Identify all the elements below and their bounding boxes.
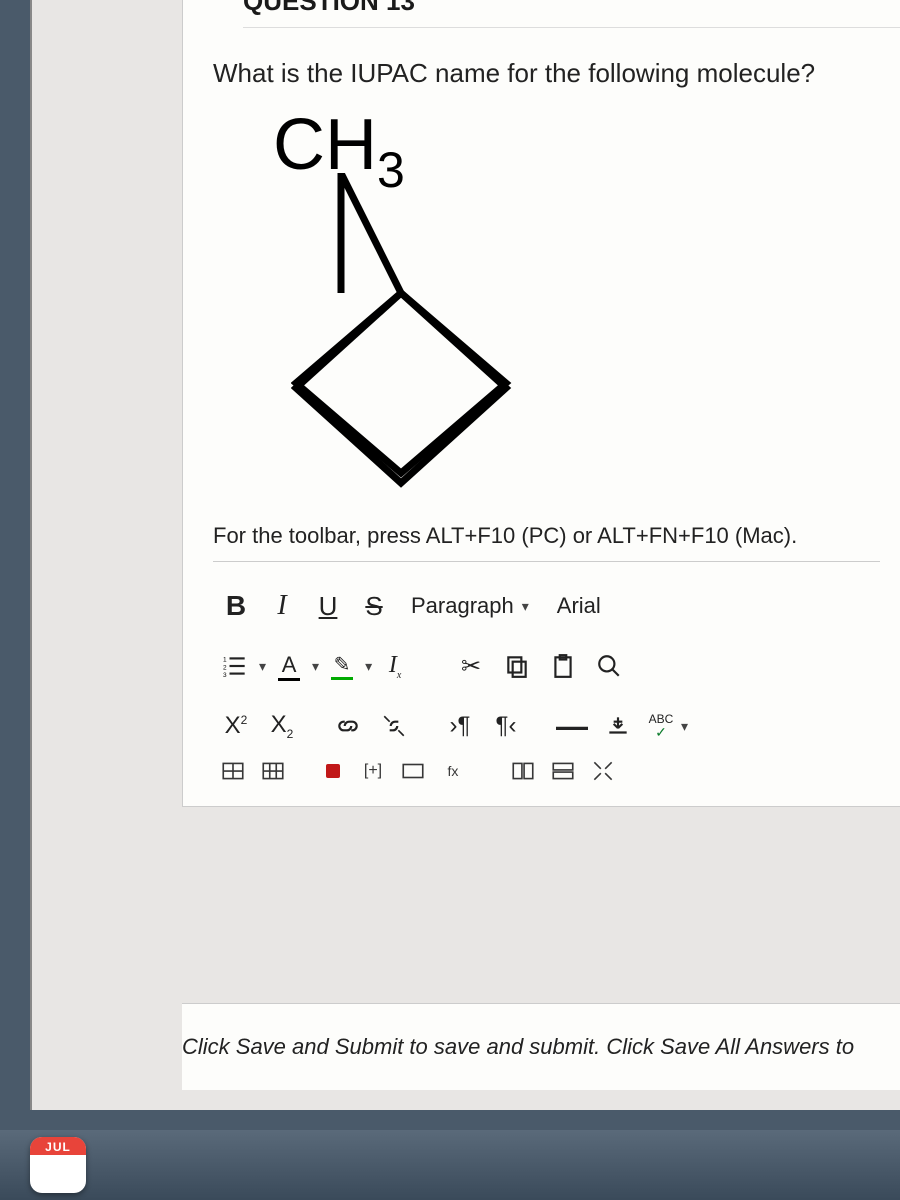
paste-button[interactable] [540, 644, 586, 688]
fx-icon: fx [448, 763, 459, 779]
block-format-dropdown[interactable]: Paragraph ▾ [397, 584, 543, 628]
toolbar-row-2: 123 ▾ A ▾ ✎ ▾ Ix [213, 636, 880, 696]
insert-line-button[interactable] [595, 704, 641, 748]
question-prompt: What is the IUPAC name for the following… [213, 58, 880, 89]
layout-2-button[interactable] [543, 756, 583, 786]
chevron-down-icon: ▾ [259, 658, 266, 675]
toolbar-row-4: [+] fx [213, 756, 880, 786]
table-icon [220, 758, 246, 784]
marker-icon: ✎ [334, 652, 351, 677]
numbered-list-button[interactable]: 123 [213, 644, 259, 688]
molecule-formula: CH3 [273, 109, 880, 181]
ltr-button[interactable]: ›¶ [437, 704, 483, 748]
unlink-button[interactable] [371, 704, 417, 748]
svg-text:3: 3 [223, 672, 227, 679]
chevron-down-icon: ▾ [681, 718, 688, 735]
search-button[interactable] [586, 644, 632, 688]
clear-formatting-button[interactable]: Ix [372, 644, 418, 688]
copy-button[interactable] [494, 644, 540, 688]
media-icon [400, 758, 426, 784]
chevron-down-icon: ▾ [312, 658, 319, 675]
strikethrough-button[interactable]: S [351, 584, 397, 628]
editor-toolbar: B I U S Paragraph ▾ Arial 123 [213, 576, 880, 786]
link-icon [335, 713, 361, 739]
numbered-list-icon: 123 [223, 653, 249, 679]
screen-area: QUESTION 13 What is the IUPAC name for t… [30, 0, 900, 1110]
font-color-label: A [282, 652, 297, 678]
formula-main: CH [273, 105, 377, 185]
rtl-button[interactable]: ¶‹ [483, 704, 529, 748]
layout-icon [550, 758, 576, 784]
calendar-month-label: JUL [30, 1137, 86, 1155]
spellcheck-button[interactable]: ABC ✓ [641, 704, 681, 748]
font-family-label: Arial [557, 593, 601, 619]
subscript-button[interactable]: X2 [259, 704, 305, 748]
formula-subscript: 3 [377, 142, 405, 198]
clear-format-icon: Ix [389, 652, 401, 681]
molecule-diagram [291, 173, 531, 493]
toolbar-row-1: B I U S Paragraph ▾ Arial [213, 576, 880, 636]
toolbar-hint: For the toolbar, press ALT+F10 (PC) or A… [213, 523, 880, 562]
link-button[interactable] [325, 704, 371, 748]
bold-button[interactable]: B [213, 584, 259, 628]
question-number-partial: QUESTION 13 [243, 0, 900, 28]
molecule-structure: CH3 [273, 109, 880, 493]
table-button[interactable] [213, 756, 253, 786]
search-icon [596, 653, 622, 679]
subscript-icon: X2 [271, 711, 294, 741]
footer-hint-text: Click Save and Submit to save and submit… [182, 1034, 854, 1059]
copy-icon [504, 653, 530, 679]
chevron-down-icon: ▾ [365, 658, 372, 675]
paste-icon [550, 653, 576, 679]
calendar-dock-icon[interactable]: JUL [30, 1137, 86, 1193]
hr-button[interactable]: — [549, 704, 595, 748]
question-body: What is the IUPAC name for the following… [183, 28, 900, 806]
block-format-label: Paragraph [411, 593, 514, 619]
media-button[interactable] [393, 756, 433, 786]
svg-text:2: 2 [223, 664, 227, 671]
insert-line-icon [605, 713, 631, 739]
expand-icon [590, 758, 616, 784]
font-color-button[interactable]: A [266, 644, 312, 688]
unlink-icon [381, 713, 407, 739]
layout-icon [510, 758, 536, 784]
footer-hint: Click Save and Submit to save and submit… [182, 1003, 900, 1090]
chevron-down-icon: ▾ [522, 598, 529, 615]
font-family-dropdown[interactable]: Arial [543, 584, 615, 628]
expand-button[interactable] [583, 756, 623, 786]
svg-text:1: 1 [223, 657, 227, 664]
italic-button[interactable]: I [259, 584, 305, 628]
cut-icon: ✂ [461, 652, 481, 681]
table-2-button[interactable] [253, 756, 293, 786]
macos-dock: JUL [0, 1130, 900, 1200]
record-icon [326, 764, 340, 778]
toolbar-row-3: X2 X2 ›¶ ¶‹ — [213, 696, 880, 756]
highlight-color-button[interactable]: ✎ [319, 644, 365, 688]
superscript-button[interactable]: X2 [213, 704, 259, 748]
superscript-icon: X2 [225, 712, 248, 740]
question-card: QUESTION 13 What is the IUPAC name for t… [182, 0, 900, 807]
highlight-swatch [331, 677, 353, 680]
fx-button[interactable]: fx [433, 756, 473, 786]
record-button[interactable] [313, 756, 353, 786]
plus-block-button[interactable]: [+] [353, 756, 393, 786]
check-icon: ✓ [655, 725, 667, 739]
underline-button[interactable]: U [305, 584, 351, 628]
question-number-text: QUESTION 13 [243, 0, 415, 16]
cut-button[interactable]: ✂ [448, 644, 494, 688]
table-icon [260, 758, 286, 784]
font-color-swatch [278, 678, 300, 681]
layout-button[interactable] [503, 756, 543, 786]
